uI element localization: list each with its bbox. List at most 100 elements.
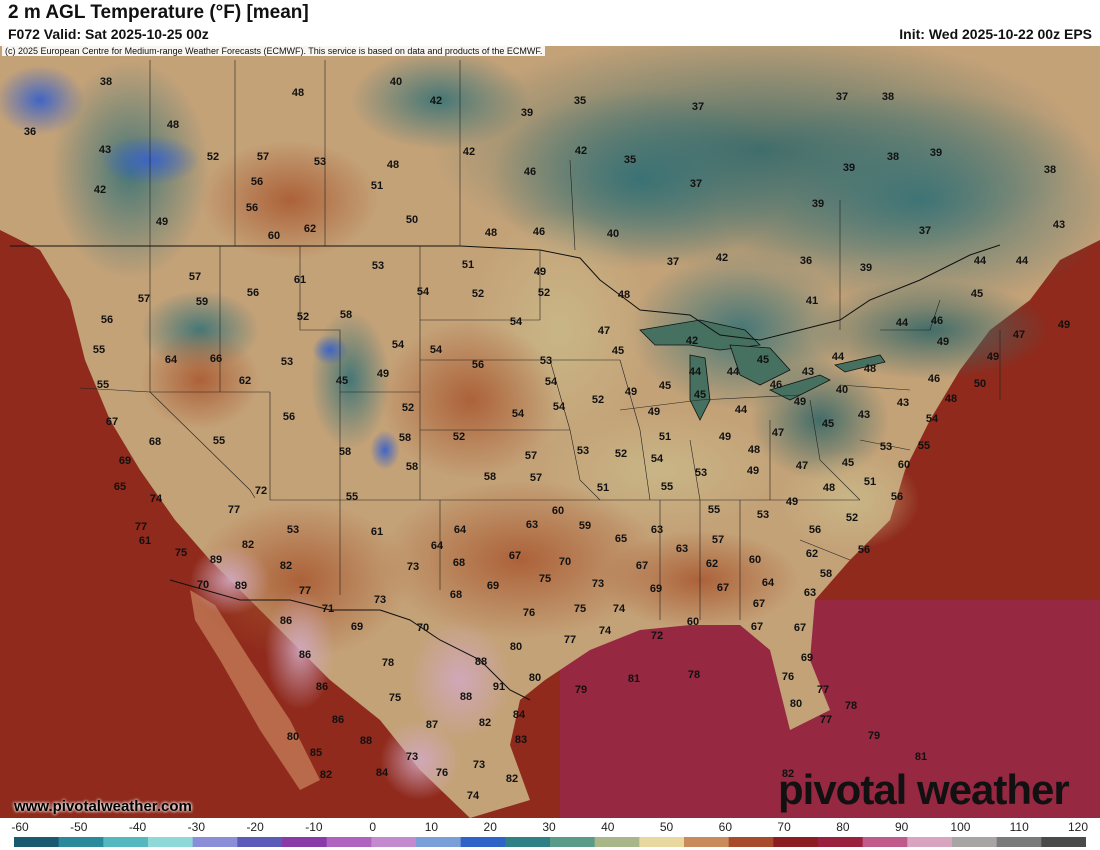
temperature-label: 38 xyxy=(886,151,900,163)
colorbar-swatch xyxy=(371,837,417,847)
temperature-label: 89 xyxy=(209,554,223,566)
temperature-label: 73 xyxy=(405,751,419,763)
temperature-label: 72 xyxy=(254,485,268,497)
temperature-label: 78 xyxy=(844,700,858,712)
temperature-label: 49 xyxy=(533,266,547,278)
temperature-label: 75 xyxy=(174,547,188,559)
website-link[interactable]: www.pivotalweather.com xyxy=(14,798,192,815)
temperature-label: 49 xyxy=(785,496,799,508)
temperature-label: 56 xyxy=(100,314,114,326)
temperature-label: 37 xyxy=(918,225,932,237)
temperature-label: 77 xyxy=(816,684,830,696)
temperature-label: 54 xyxy=(391,339,405,351)
temperature-label: 55 xyxy=(917,440,931,452)
gulf-ocean xyxy=(560,600,1100,818)
temperature-label: 81 xyxy=(914,751,928,763)
temperature-label: 49 xyxy=(986,351,1000,363)
temperature-label: 54 xyxy=(509,316,523,328)
temperature-label: 38 xyxy=(881,91,895,103)
temperature-label: 44 xyxy=(973,255,987,267)
colorbar-swatch xyxy=(326,837,372,847)
temperature-label: 39 xyxy=(929,147,943,159)
colorbar-tick-label: 0 xyxy=(369,820,376,834)
temperature-label: 49 xyxy=(647,406,661,418)
temperature-label: 79 xyxy=(867,730,881,742)
temperature-label: 88 xyxy=(459,691,473,703)
temperature-label: 74 xyxy=(612,603,626,615)
colorbar-tick-label: 50 xyxy=(659,820,674,834)
temperature-label: 68 xyxy=(148,436,162,448)
colorbar-swatch xyxy=(14,837,60,847)
temperature-label: 52 xyxy=(296,311,310,323)
temperature-label: 78 xyxy=(381,657,395,669)
colorbar-swatch xyxy=(505,837,551,847)
temperature-label: 69 xyxy=(800,652,814,664)
temperature-label: 38 xyxy=(1043,164,1057,176)
colorbar-swatch xyxy=(684,837,730,847)
colorbar-swatch xyxy=(282,837,328,847)
temperature-label: 45 xyxy=(821,418,835,430)
temperature-label: 67 xyxy=(750,621,764,633)
colorbar-swatch xyxy=(594,837,640,847)
colorbar-tick-label: -20 xyxy=(246,820,264,834)
temperature-label: 59 xyxy=(578,520,592,532)
temperature-label: 77 xyxy=(134,521,148,533)
temperature-label: 42 xyxy=(462,146,476,158)
temperature-label: 62 xyxy=(805,548,819,560)
temperature-label: 56 xyxy=(890,491,904,503)
temperature-label: 74 xyxy=(598,625,612,637)
baja-peninsula xyxy=(190,590,320,790)
temperature-label: 60 xyxy=(897,459,911,471)
temperature-label: 61 xyxy=(138,535,152,547)
temperature-label: 36 xyxy=(23,126,37,138)
temperature-label: 44 xyxy=(1015,255,1029,267)
temperature-label: 48 xyxy=(863,363,877,375)
temperature-label: 53 xyxy=(313,156,327,168)
temperature-label: 39 xyxy=(842,162,856,174)
temperature-label: 80 xyxy=(286,731,300,743)
temperature-label: 61 xyxy=(293,274,307,286)
temperature-label: 37 xyxy=(835,91,849,103)
temperature-label: 76 xyxy=(522,607,536,619)
colorbar-swatch xyxy=(862,837,908,847)
temperature-label: 73 xyxy=(591,578,605,590)
temperature-label: 47 xyxy=(1012,329,1026,341)
temperature-label: 49 xyxy=(793,396,807,408)
temperature-label: 43 xyxy=(1052,219,1066,231)
temperature-label: 78 xyxy=(687,669,701,681)
temperature-label: 40 xyxy=(835,384,849,396)
temperature-label: 64 xyxy=(430,540,444,552)
temperature-label: 67 xyxy=(793,622,807,634)
temperature-label: 62 xyxy=(705,558,719,570)
temperature-label: 58 xyxy=(339,309,353,321)
temperature-label: 56 xyxy=(857,544,871,556)
colorbar-tick-label: 10 xyxy=(424,820,439,834)
temperature-label: 62 xyxy=(303,223,317,235)
temperature-label: 86 xyxy=(298,649,312,661)
temperature-label: 45 xyxy=(658,380,672,392)
temperature-label: 63 xyxy=(675,543,689,555)
temperature-label: 49 xyxy=(746,465,760,477)
colorbar-tick-label: -40 xyxy=(128,820,147,834)
temperature-label: 39 xyxy=(811,198,825,210)
temperature-label: 54 xyxy=(650,453,664,465)
temperature-label: 67 xyxy=(105,416,119,428)
temperature-label: 84 xyxy=(512,709,526,721)
colorbar-tick-label: 20 xyxy=(483,820,497,834)
temperature-label: 86 xyxy=(279,615,293,627)
temperature-label: 55 xyxy=(660,481,674,493)
temperature-label: 45 xyxy=(756,354,770,366)
temperature-label: 67 xyxy=(752,598,766,610)
temperature-label: 57 xyxy=(188,271,202,283)
copyright-notice: (c) 2025 European Centre for Medium-rang… xyxy=(2,46,546,56)
temperature-label: 85 xyxy=(309,747,323,759)
colorbar-legend: -60 -50 -40 -30 -20 -10 0 10 20 30 40 50 60 70 80 90 100… xyxy=(0,818,1100,850)
map-canvas xyxy=(0,46,1100,818)
colorbar-swatch xyxy=(192,837,238,847)
temperature-label: 35 xyxy=(623,154,637,166)
colorbar-strip xyxy=(14,837,1086,847)
temperature-label: 53 xyxy=(539,355,553,367)
temperature-map[interactable]: 38 40 48 42 35 37 37 38 36 48 39 43 52 57 53 48 42 42 35 38… xyxy=(0,46,1100,818)
temperature-label: 63 xyxy=(803,587,817,599)
temperature-label: 39 xyxy=(859,262,873,274)
